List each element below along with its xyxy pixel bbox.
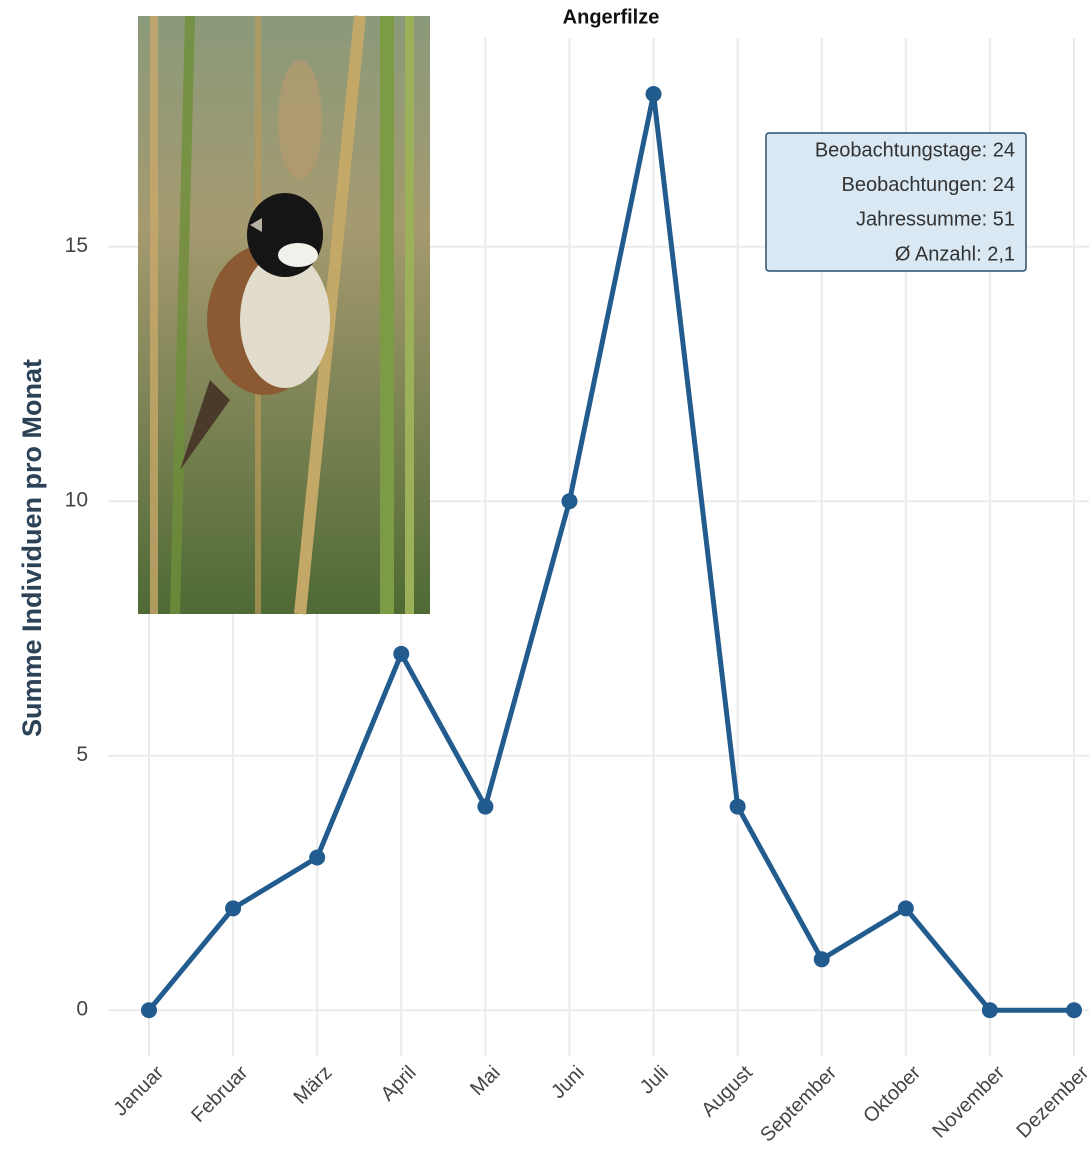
data-point xyxy=(897,900,914,917)
stats-text: Beobachtungstage: 24 xyxy=(815,139,1015,161)
data-point xyxy=(1066,1002,1082,1019)
x-tick-label: Juli xyxy=(636,1062,673,1099)
data-point xyxy=(477,798,494,815)
x-tick-label: Oktober xyxy=(859,1061,925,1127)
data-point xyxy=(813,951,830,968)
data-point xyxy=(981,1002,998,1019)
bird-photo xyxy=(138,15,430,615)
y-tick-label: 0 xyxy=(76,998,88,1021)
x-tick-label: Dezember xyxy=(1012,1061,1089,1142)
data-point xyxy=(225,900,242,917)
x-tick-label: Mai xyxy=(466,1062,504,1100)
x-tick-label: Juni xyxy=(547,1062,589,1104)
x-tick-label: Februar xyxy=(187,1061,252,1126)
x-tick-label: Januar xyxy=(109,1061,168,1120)
stats-text: Jahressumme: 51 xyxy=(856,209,1015,231)
data-point xyxy=(729,798,746,815)
y-axis-label: Summe Individuen pro Monat xyxy=(17,359,47,737)
data-point xyxy=(309,849,326,866)
stats-box: Beobachtungstage: 24 Beobachtungen: 24 Jah… xyxy=(765,132,1027,272)
stats-text: Beobachtungen: 24 xyxy=(842,174,1016,196)
data-point xyxy=(393,645,410,662)
x-tick-label: März xyxy=(289,1062,336,1109)
data-point xyxy=(141,1002,157,1019)
x-tick-label: November xyxy=(928,1061,1009,1142)
data-point xyxy=(645,85,662,102)
x-tick-label: April xyxy=(377,1062,421,1106)
stats-text: Ø Anzahl: 2,1 xyxy=(895,243,1015,265)
y-tick-label: 5 xyxy=(76,743,88,766)
data-point xyxy=(561,493,578,510)
data-line xyxy=(147,91,1074,1013)
chart-title: Angerfilze xyxy=(563,6,660,28)
x-tick-label: September xyxy=(756,1061,841,1146)
y-tick-label: 15 xyxy=(65,234,88,257)
y-tick-label: 10 xyxy=(65,489,88,512)
x-tick-label: August xyxy=(697,1061,757,1121)
stats-box-frame xyxy=(765,132,1027,272)
